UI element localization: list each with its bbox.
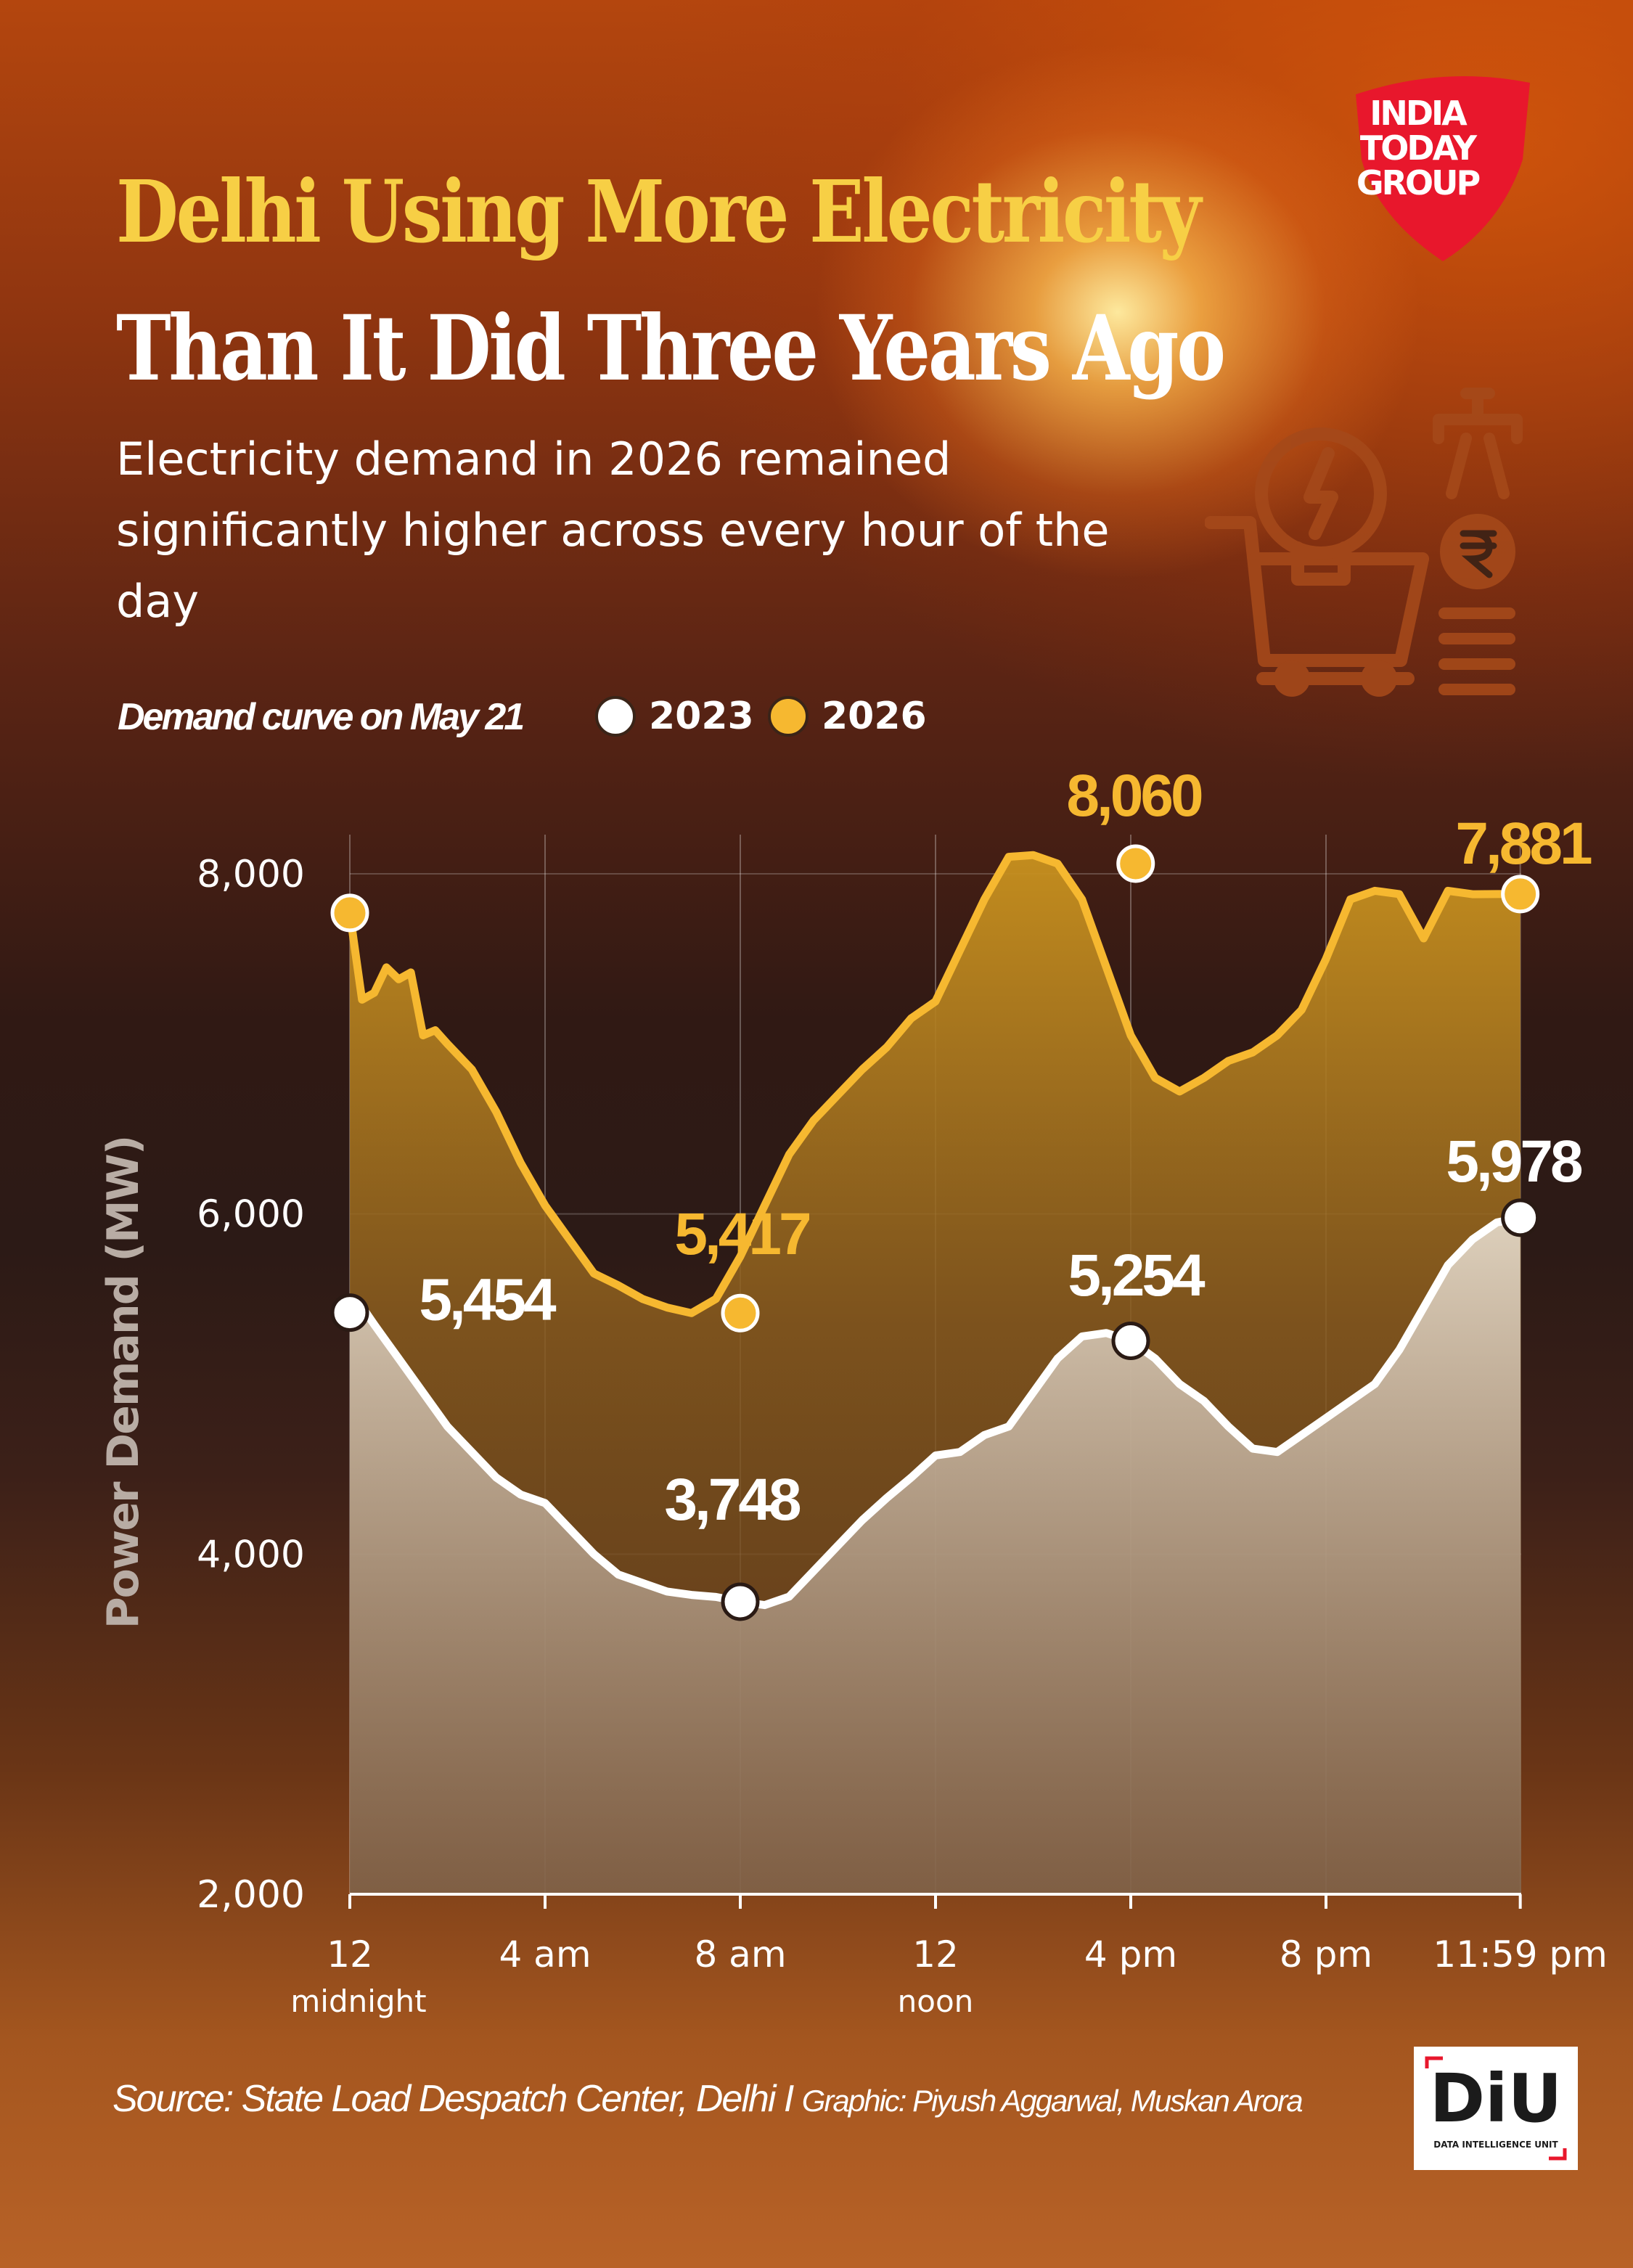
x-tick-label: 4 am <box>499 1933 591 1976</box>
title-line-2: Than It Did Three Years Ago <box>116 296 1226 401</box>
line-2026 <box>345 851 1525 1317</box>
diu-logo-subtext: DATA INTELLIGENCE UNIT <box>1433 2140 1558 2150</box>
area-2023 <box>350 1217 1521 1894</box>
data-point-2023 <box>330 1293 369 1332</box>
logo-line-3: GROUP <box>1356 163 1481 202</box>
logo-line-1: INDIA <box>1370 94 1468 133</box>
data-point-2023 <box>1111 1321 1150 1360</box>
subtitle: Electricity demand in 2026 remained sign… <box>116 433 1110 628</box>
logo-line-2: TODAY <box>1359 128 1477 168</box>
legend-dot-2023 <box>595 696 636 737</box>
x-tick-label: 12 <box>327 1933 373 1976</box>
india-today-logo-icon <box>1356 76 1530 261</box>
diu-frame-icon <box>1425 2056 1567 2161</box>
data-point-2023 <box>721 1582 760 1621</box>
x-tick-label: 12 <box>912 1933 959 1976</box>
data-label-2023: 5,254 <box>1068 1243 1206 1309</box>
data-point-2026 <box>1501 875 1540 914</box>
legend-label-2026: 2026 <box>822 695 927 738</box>
source-text: Source: State Load Despatch Center, Delh… <box>112 2077 1303 2121</box>
line-2023 <box>345 1213 1525 1610</box>
data-point-2026 <box>1116 844 1155 883</box>
x-tick-label: 4 pm <box>1084 1933 1177 1976</box>
data-label-2023: 5,978 <box>1446 1129 1582 1195</box>
y-tick-label: 8,000 <box>197 853 305 896</box>
x-tick-sublabel: midnight <box>290 1984 426 2019</box>
data-label-2023: 3,748 <box>664 1467 801 1533</box>
y-tick-label: 6,000 <box>197 1193 305 1237</box>
data-label-2023: 5,454 <box>419 1267 557 1333</box>
data-label-2026: 8,060 <box>1066 763 1202 829</box>
x-tick-label: 8 pm <box>1280 1933 1372 1976</box>
y-tick-label: 2,000 <box>197 1873 305 1917</box>
legend-label-2023: 2023 <box>649 695 754 738</box>
decor-icons <box>1205 388 1523 697</box>
cart-with-bulb-icon <box>1205 427 1429 697</box>
power-tower-rupee-icon <box>1433 388 1523 695</box>
legend-item-2023: 2023 <box>595 691 754 742</box>
data-label-2026: 5,417 <box>674 1201 809 1267</box>
data-point-2023 <box>1501 1198 1540 1237</box>
y-tick-label: 4,000 <box>197 1533 305 1576</box>
legend-dot-2026 <box>768 696 809 737</box>
legend-title: Demand curve on May 21 <box>118 696 525 738</box>
graphic-credit: Graphic: Piyush Aggarwal, Muskan Arora <box>801 2084 1303 2118</box>
diu-badge: DiU DATA INTELLIGENCE UNIT <box>1414 2047 1578 2170</box>
data-point-2026 <box>721 1293 760 1332</box>
x-tick-label: 11:59 pm <box>1433 1933 1607 1976</box>
source-label: Source: State Load Despatch Center, Delh… <box>112 2078 794 2120</box>
x-tick-label: 8 am <box>694 1933 786 1976</box>
y-axis-label: Power Demand (MW) <box>98 1137 149 1629</box>
x-tick-sublabel: noon <box>898 1984 974 2019</box>
diu-logo-text: DiU <box>1429 2060 1563 2137</box>
title-line-1: Delhi Using More Electricity <box>116 161 1201 262</box>
legend-item-2026: 2026 <box>768 691 927 742</box>
data-point-2026 <box>330 893 369 933</box>
data-label-2026: 7,881 <box>1455 811 1592 877</box>
